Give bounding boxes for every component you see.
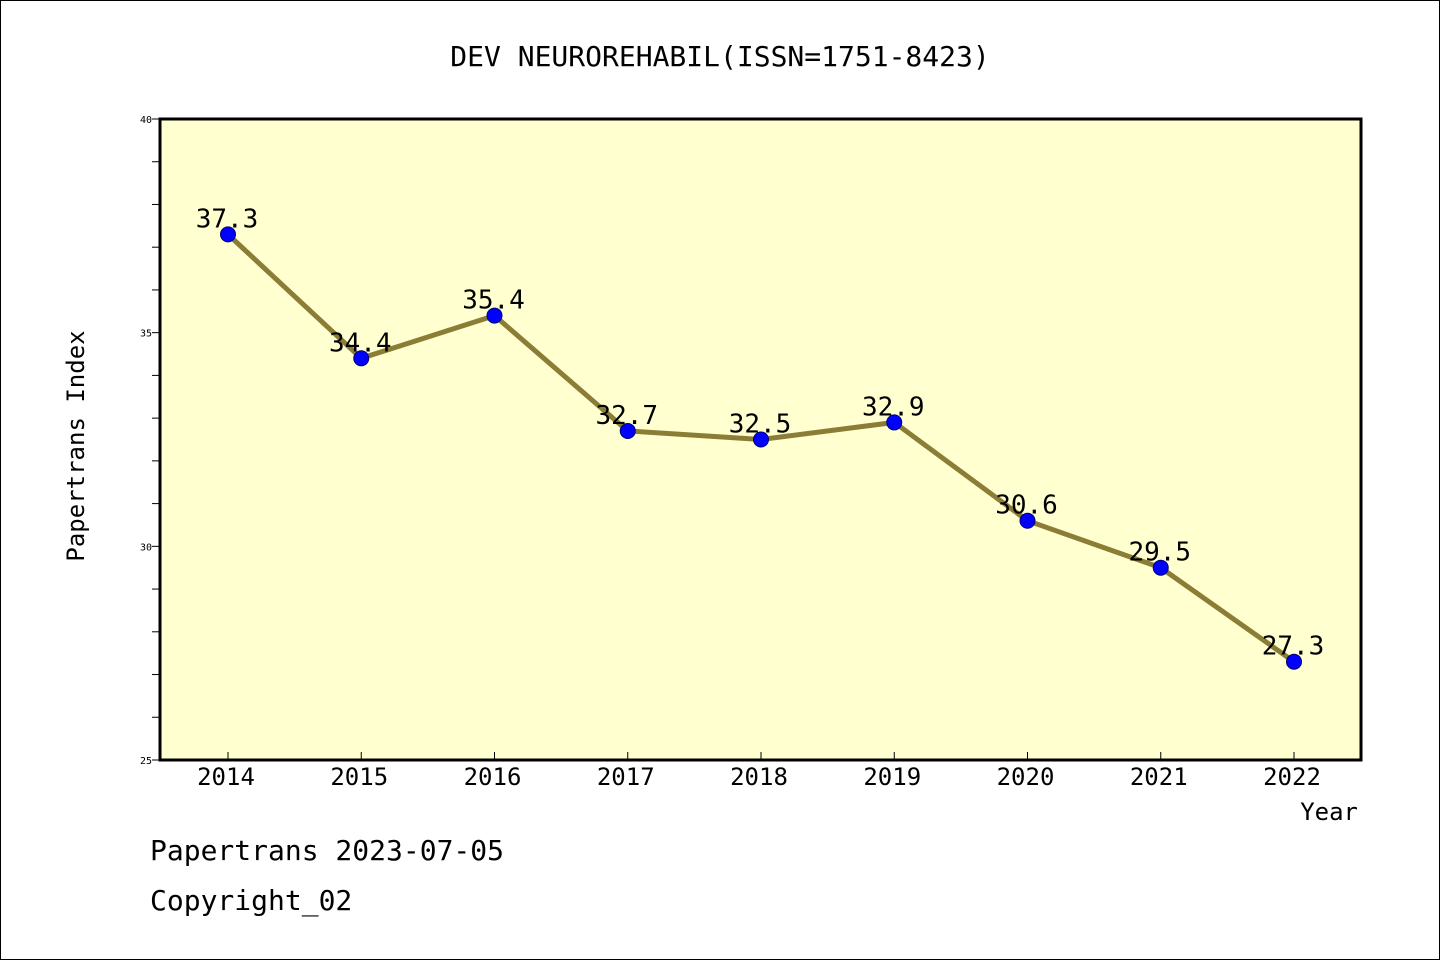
- series-layer: 37.3 34.4 35.4 32.7 32.5 32.9 30.6 29.5 27.3: [196, 204, 1325, 670]
- chart-title: DEV NEUROREHABIL(ISSN=1751-8423): [450, 40, 989, 73]
- data-point: [486, 307, 503, 324]
- data-point: [220, 226, 236, 243]
- data-point: [753, 431, 769, 448]
- data-label: 34.4: [329, 328, 392, 358]
- y-tick-label: 25: [140, 756, 152, 767]
- data-point: [1152, 559, 1169, 576]
- data-point: [353, 350, 370, 367]
- y-axis-label: Papertrans Index: [62, 330, 90, 561]
- y-axis: 25 30 35 40: [140, 115, 160, 767]
- data-label: 32.9: [862, 392, 925, 422]
- data-label: 29.5: [1128, 538, 1191, 568]
- x-axis: 2014 2015 2016 2017 2018 2019 2020 2021 2022: [197, 752, 1321, 791]
- data-point: [1286, 653, 1302, 670]
- data-label: 32.7: [595, 401, 658, 431]
- data-label: 32.5: [729, 410, 792, 440]
- y-tick-label: 35: [140, 329, 152, 340]
- x-axis-label: Year: [1300, 798, 1358, 826]
- data-point: [886, 414, 903, 431]
- x-tick-label: 2021: [1130, 763, 1188, 791]
- plot-border: [158, 117, 1363, 762]
- x-tick-label: 2014: [197, 763, 255, 791]
- footer-copyright: Copyright_02: [150, 884, 353, 917]
- x-tick-label: 2022: [1263, 763, 1321, 791]
- y-tick-label: 40: [140, 115, 152, 126]
- data-label: 30.6: [995, 491, 1058, 521]
- footer-stamp: Papertrans 2023-07-05: [150, 834, 505, 867]
- x-tick-label: 2018: [730, 763, 788, 791]
- data-point: [1019, 512, 1036, 529]
- data-label: 35.4: [462, 286, 525, 316]
- data-label: 37.3: [196, 204, 259, 234]
- x-tick-label: 2017: [597, 763, 655, 791]
- x-tick-label: 2015: [330, 763, 388, 791]
- data-label: 27.3: [1262, 632, 1325, 662]
- data-point: [619, 422, 636, 439]
- x-tick-label: 2019: [863, 763, 921, 791]
- y-tick-label: 30: [140, 542, 152, 553]
- x-tick-label: 2020: [997, 763, 1055, 791]
- x-tick-label: 2016: [464, 763, 522, 791]
